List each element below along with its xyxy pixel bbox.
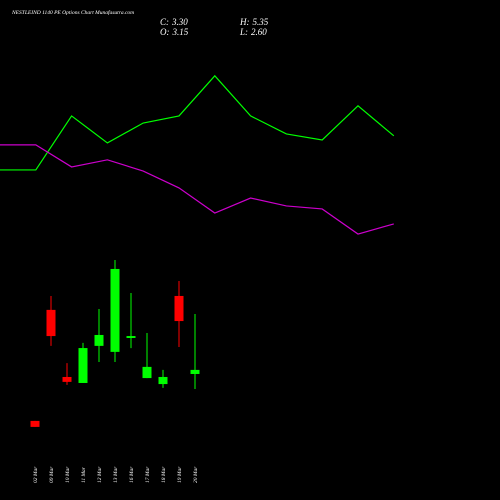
ohlc-value: 3.15 <box>172 27 189 37</box>
x-tick-label: 12 Mar <box>97 466 103 483</box>
x-tick-label: 18 Mar <box>161 466 167 483</box>
x-tick-label: 16 Mar <box>129 466 135 483</box>
ohlc-label: O: <box>160 27 170 37</box>
ohlc-label: C: <box>160 17 169 27</box>
x-tick-label: 02 Mar <box>33 466 39 483</box>
indicator-line <box>0 74 395 171</box>
x-tick-label: 20 Mar <box>193 466 199 483</box>
candle-body <box>78 348 88 383</box>
candle-body <box>94 334 104 346</box>
candle-body <box>158 376 168 385</box>
candle-body <box>142 366 152 379</box>
x-tick-label: 10 Mar <box>65 466 71 483</box>
ohlc-value: 5.35 <box>253 17 269 27</box>
candle-body <box>46 309 56 337</box>
ohlc-text: C: 3.30 <box>160 17 188 27</box>
ohlc-text: O: 3.15 <box>160 27 189 37</box>
ohlc-text: H: 5.35 <box>239 17 269 27</box>
chart-title: NESTLEIND 1140 PE Options Chart Munafasu… <box>11 9 134 16</box>
x-tick-label: 09 Mar <box>49 466 55 483</box>
ohlc-label: H: <box>239 17 250 27</box>
x-tick-label: 17 Mar <box>145 466 151 483</box>
candle-body <box>62 376 72 382</box>
indicator-line <box>0 144 394 235</box>
x-tick-label: 19 Mar <box>177 466 183 483</box>
ohlc-value: 2.60 <box>251 27 267 37</box>
x-tick-label: 11 Mar <box>81 466 87 483</box>
ohlc-value: 3.30 <box>171 17 188 27</box>
candle-body <box>126 336 136 338</box>
candle-body <box>190 369 200 374</box>
candle-body <box>110 268 120 352</box>
candle-body <box>30 420 40 427</box>
ohlc-label: L: <box>239 27 248 37</box>
x-tick-label: 13 Mar <box>113 466 119 483</box>
candle-body <box>174 295 184 322</box>
ohlc-text: L: 2.60 <box>239 27 267 37</box>
